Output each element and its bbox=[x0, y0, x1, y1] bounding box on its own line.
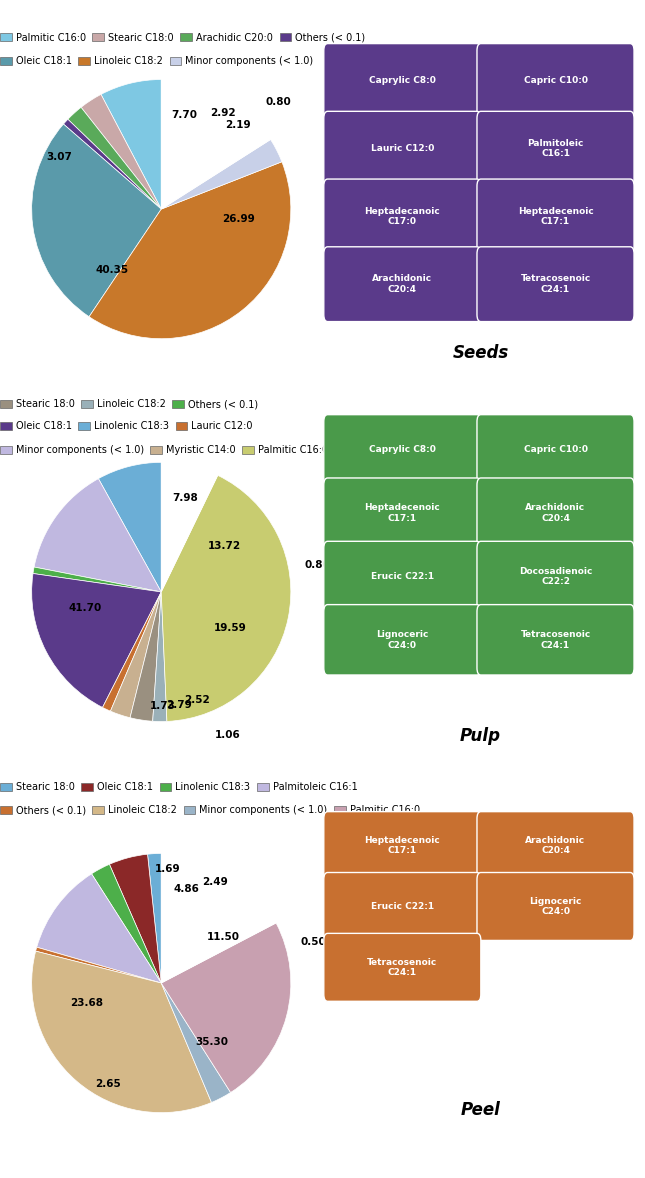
Text: Peel: Peel bbox=[461, 1100, 501, 1119]
Text: 1.06: 1.06 bbox=[215, 730, 241, 740]
Text: 40.35: 40.35 bbox=[96, 265, 129, 274]
Text: Lignoceric
C24:0: Lignoceric C24:0 bbox=[530, 896, 582, 916]
Wedge shape bbox=[161, 139, 282, 210]
Text: 2.65: 2.65 bbox=[95, 1079, 121, 1090]
Text: Lauric C12:0: Lauric C12:0 bbox=[371, 144, 434, 153]
Text: 2.92: 2.92 bbox=[210, 108, 236, 119]
Wedge shape bbox=[32, 574, 161, 708]
Text: Palmitoleic
C16:1: Palmitoleic C16:1 bbox=[528, 139, 584, 158]
Wedge shape bbox=[153, 593, 167, 721]
Wedge shape bbox=[37, 874, 161, 982]
Wedge shape bbox=[99, 463, 161, 593]
Wedge shape bbox=[33, 567, 161, 593]
Text: 1.73: 1.73 bbox=[150, 701, 175, 712]
Text: Caprylic C8:0: Caprylic C8:0 bbox=[369, 445, 436, 455]
Text: Erucic C22:1: Erucic C22:1 bbox=[371, 573, 434, 581]
Text: Heptadecenoic
C17:1: Heptadecenoic C17:1 bbox=[364, 503, 440, 523]
Legend: Others (< 0.1), Linoleic C18:2, Minor components (< 1.0), Palmitic C16:0: Others (< 0.1), Linoleic C18:2, Minor co… bbox=[0, 806, 420, 815]
Wedge shape bbox=[110, 593, 161, 717]
Wedge shape bbox=[101, 79, 161, 210]
Wedge shape bbox=[92, 865, 161, 982]
Wedge shape bbox=[34, 478, 161, 593]
Wedge shape bbox=[161, 79, 270, 210]
Wedge shape bbox=[32, 951, 212, 1112]
Text: Erucic C22:1: Erucic C22:1 bbox=[371, 902, 434, 911]
Text: Lignoceric
C24:0: Lignoceric C24:0 bbox=[376, 630, 428, 649]
Text: 23.68: 23.68 bbox=[70, 998, 103, 1008]
Wedge shape bbox=[161, 982, 231, 1103]
Text: 2.49: 2.49 bbox=[202, 878, 228, 887]
Wedge shape bbox=[161, 924, 291, 1092]
Text: 1.69: 1.69 bbox=[155, 865, 180, 874]
Text: 0.80: 0.80 bbox=[304, 561, 330, 570]
Text: 41.70: 41.70 bbox=[68, 603, 102, 613]
Legend: Oleic C18:1, Linoleic C18:2, Minor components (< 1.0): Oleic C18:1, Linoleic C18:2, Minor compo… bbox=[0, 57, 313, 66]
Text: 13.72: 13.72 bbox=[208, 541, 241, 551]
Text: Heptadecenoic
C17:1: Heptadecenoic C17:1 bbox=[364, 836, 440, 855]
Wedge shape bbox=[89, 161, 291, 338]
Text: 11.50: 11.50 bbox=[207, 932, 240, 941]
Text: Capric C10:0: Capric C10:0 bbox=[524, 445, 588, 455]
Legend: Stearic 18:0, Oleic C18:1, Linolenic C18:3, Palmitoleic C16:1: Stearic 18:0, Oleic C18:1, Linolenic C18… bbox=[0, 782, 357, 792]
Wedge shape bbox=[35, 947, 161, 982]
Text: Heptadecenoic
C17:1: Heptadecenoic C17:1 bbox=[518, 207, 593, 226]
Wedge shape bbox=[161, 463, 218, 593]
Text: 19.59: 19.59 bbox=[214, 623, 246, 633]
Text: Pulp: Pulp bbox=[460, 727, 501, 746]
Text: Tetracosenoic
C24:1: Tetracosenoic C24:1 bbox=[521, 274, 591, 293]
Text: Arachidonic
C20:4: Arachidonic C20:4 bbox=[526, 836, 586, 855]
Text: 4.86: 4.86 bbox=[174, 885, 199, 894]
Wedge shape bbox=[161, 476, 291, 721]
Text: Tetracosenoic
C24:1: Tetracosenoic C24:1 bbox=[367, 958, 437, 977]
Text: Seeds: Seeds bbox=[452, 344, 509, 363]
Text: Heptadecanoic
C17:0: Heptadecanoic C17:0 bbox=[364, 207, 440, 226]
Text: 2.52: 2.52 bbox=[184, 695, 210, 706]
Wedge shape bbox=[130, 593, 161, 721]
Wedge shape bbox=[148, 853, 161, 982]
Text: 0.50: 0.50 bbox=[301, 937, 327, 947]
Text: Arachidonic
C20:4: Arachidonic C20:4 bbox=[526, 503, 586, 523]
Legend: Stearic 18:0, Linoleic C18:2, Others (< 0.1): Stearic 18:0, Linoleic C18:2, Others (< … bbox=[0, 399, 258, 409]
Text: Docosadienoic
C22:2: Docosadienoic C22:2 bbox=[519, 567, 592, 587]
Wedge shape bbox=[103, 593, 161, 712]
Text: Arachidonic
C20:4: Arachidonic C20:4 bbox=[372, 274, 432, 293]
Text: 0.80: 0.80 bbox=[265, 98, 291, 107]
Text: 3.07: 3.07 bbox=[46, 152, 72, 163]
Text: Caprylic C8:0: Caprylic C8:0 bbox=[369, 77, 436, 86]
Wedge shape bbox=[81, 94, 161, 210]
Text: 2.79: 2.79 bbox=[166, 700, 192, 709]
Wedge shape bbox=[68, 107, 161, 210]
Text: Capric C10:0: Capric C10:0 bbox=[524, 77, 588, 86]
Text: 7.98: 7.98 bbox=[173, 492, 199, 503]
Legend: Oleic C18:1, Linolenic C18:3, Lauric C12:0: Oleic C18:1, Linolenic C18:3, Lauric C12… bbox=[0, 422, 253, 431]
Text: 35.30: 35.30 bbox=[195, 1037, 228, 1047]
Legend: Palmitic C16:0, Stearic C18:0, Arachidic C20:0, Others (< 0.1): Palmitic C16:0, Stearic C18:0, Arachidic… bbox=[0, 33, 365, 42]
Wedge shape bbox=[110, 854, 161, 982]
Wedge shape bbox=[32, 124, 161, 317]
Text: 2.19: 2.19 bbox=[225, 120, 251, 130]
Text: 7.70: 7.70 bbox=[172, 110, 197, 120]
Wedge shape bbox=[63, 119, 161, 210]
Legend: Minor components (< 1.0), Myristic C14:0, Palmitic C16:0: Minor components (< 1.0), Myristic C14:0… bbox=[0, 445, 328, 455]
Wedge shape bbox=[161, 853, 276, 982]
Text: 26.99: 26.99 bbox=[222, 214, 255, 224]
Text: Tetracosenoic
C24:1: Tetracosenoic C24:1 bbox=[521, 630, 591, 649]
